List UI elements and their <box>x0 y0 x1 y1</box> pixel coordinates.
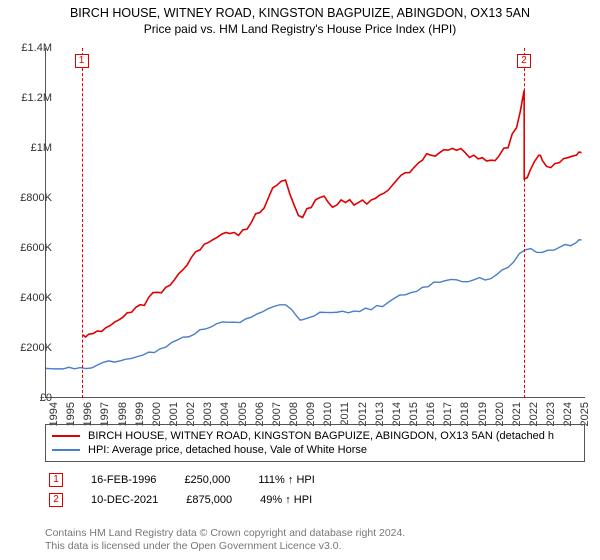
x-tick-label: 1994 <box>48 402 60 426</box>
x-tick-label: 2003 <box>202 402 214 426</box>
x-tick-label: 2014 <box>391 402 403 426</box>
x-tick-label: 2009 <box>305 402 317 426</box>
attribution-text: Contains HM Land Registry data © Crown c… <box>45 527 585 554</box>
plot-svg <box>46 48 585 397</box>
x-tick-label: 1997 <box>99 402 111 426</box>
x-tick-label: 2006 <box>254 402 266 426</box>
attribution-line-1: Contains HM Land Registry data © Crown c… <box>45 527 585 541</box>
x-tick-label: 2013 <box>374 402 386 426</box>
sale-marker-2-icon: 2 <box>49 493 63 507</box>
x-tick-label: 2012 <box>357 402 369 426</box>
legend-swatch-property <box>52 435 80 437</box>
x-tick-label: 2025 <box>579 402 591 426</box>
sale-date-2: 10-DEC-2021 <box>91 494 158 506</box>
legend-label-property: BIRCH HOUSE, WITNEY ROAD, KINGSTON BAGPU… <box>88 430 554 442</box>
x-tick-label: 2023 <box>545 402 557 426</box>
y-tick-label: £1M <box>10 142 52 154</box>
y-tick-label: £800K <box>10 192 52 204</box>
legend-row-property: BIRCH HOUSE, WITNEY ROAD, KINGSTON BAGPU… <box>52 429 578 443</box>
y-tick-label: £0 <box>10 392 52 404</box>
title-subtitle: Price paid vs. HM Land Registry's House … <box>8 22 592 36</box>
x-tick-label: 2001 <box>168 402 180 426</box>
sale-row-1: 1 16-FEB-1996 £250,000 111% ↑ HPI <box>45 470 585 490</box>
series-line-property <box>82 90 581 337</box>
sale-delta-2: 49% ↑ HPI <box>260 494 312 506</box>
x-tick-label: 2021 <box>511 402 523 426</box>
sale-marker-box-2: 2 <box>517 54 531 68</box>
attribution-line-2: This data is licensed under the Open Gov… <box>45 540 585 554</box>
sale-marker-1-icon: 1 <box>49 473 63 487</box>
chart-area <box>45 48 585 398</box>
x-tick-label: 2010 <box>322 402 334 426</box>
sale-price-2: £875,000 <box>186 494 232 506</box>
legend-box: BIRCH HOUSE, WITNEY ROAD, KINGSTON BAGPU… <box>45 424 585 462</box>
x-tick-label: 2024 <box>562 402 574 426</box>
x-tick-label: 2007 <box>271 402 283 426</box>
x-tick-label: 2020 <box>494 402 506 426</box>
x-tick-label: 2022 <box>528 402 540 426</box>
y-tick-label: £1.2M <box>10 92 52 104</box>
x-tick-label: 2004 <box>219 402 231 426</box>
sale-marker-box-1: 1 <box>75 54 89 68</box>
x-tick-label: 2016 <box>425 402 437 426</box>
x-tick-label: 2011 <box>339 402 351 426</box>
legend-swatch-hpi <box>52 449 80 451</box>
x-tick-label: 2018 <box>459 402 471 426</box>
x-tick-label: 1995 <box>65 402 77 426</box>
series-line-hpi <box>46 240 582 369</box>
sale-price-1: £250,000 <box>184 474 230 486</box>
title-address: BIRCH HOUSE, WITNEY ROAD, KINGSTON BAGPU… <box>8 6 592 20</box>
x-tick-label: 1996 <box>82 402 94 426</box>
x-tick-label: 2015 <box>408 402 420 426</box>
x-tick-label: 2000 <box>151 402 163 426</box>
x-tick-label: 1998 <box>117 402 129 426</box>
x-tick-label: 2002 <box>185 402 197 426</box>
y-tick-label: £400K <box>10 292 52 304</box>
x-tick-label: 2019 <box>477 402 489 426</box>
x-tick-label: 2008 <box>288 402 300 426</box>
y-tick-label: £200K <box>10 342 52 354</box>
sale-row-2: 2 10-DEC-2021 £875,000 49% ↑ HPI <box>45 490 585 510</box>
chart-title-block: BIRCH HOUSE, WITNEY ROAD, KINGSTON BAGPU… <box>0 0 600 38</box>
x-tick-label: 2005 <box>237 402 249 426</box>
sale-data-rows: 1 16-FEB-1996 £250,000 111% ↑ HPI 2 10-D… <box>45 470 585 510</box>
y-tick-label: £1.4M <box>10 42 52 54</box>
sale-date-1: 16-FEB-1996 <box>91 474 156 486</box>
legend-row-hpi: HPI: Average price, detached house, Vale… <box>52 443 578 457</box>
y-tick-label: £600K <box>10 242 52 254</box>
x-tick-label: 1999 <box>134 402 146 426</box>
sale-delta-1: 111% ↑ HPI <box>258 474 314 486</box>
sale-marker-line-2 <box>524 48 525 398</box>
legend-label-hpi: HPI: Average price, detached house, Vale… <box>88 444 367 456</box>
sale-marker-line-1 <box>82 48 83 398</box>
x-tick-label: 2017 <box>442 402 454 426</box>
